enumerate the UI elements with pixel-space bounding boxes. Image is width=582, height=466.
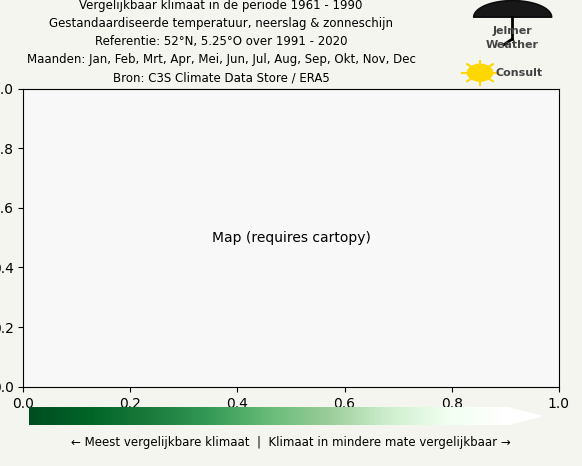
Text: ← Meest vergelijkbare klimaat  |  Klimaat in mindere mate vergelijkbaar →: ← Meest vergelijkbare klimaat | Klimaat … [71, 436, 511, 449]
Text: Vergelijkbaar klimaat in de periode 1961 - 1990
Gestandaardiseerde temperatuur, : Vergelijkbaar klimaat in de periode 1961… [27, 0, 416, 84]
Text: Jelmer: Jelmer [492, 26, 532, 36]
Text: Map (requires cartopy): Map (requires cartopy) [212, 231, 370, 245]
Text: Consult: Consult [496, 68, 542, 78]
Circle shape [467, 64, 492, 81]
Text: Weather: Weather [485, 40, 539, 50]
Polygon shape [506, 407, 541, 425]
